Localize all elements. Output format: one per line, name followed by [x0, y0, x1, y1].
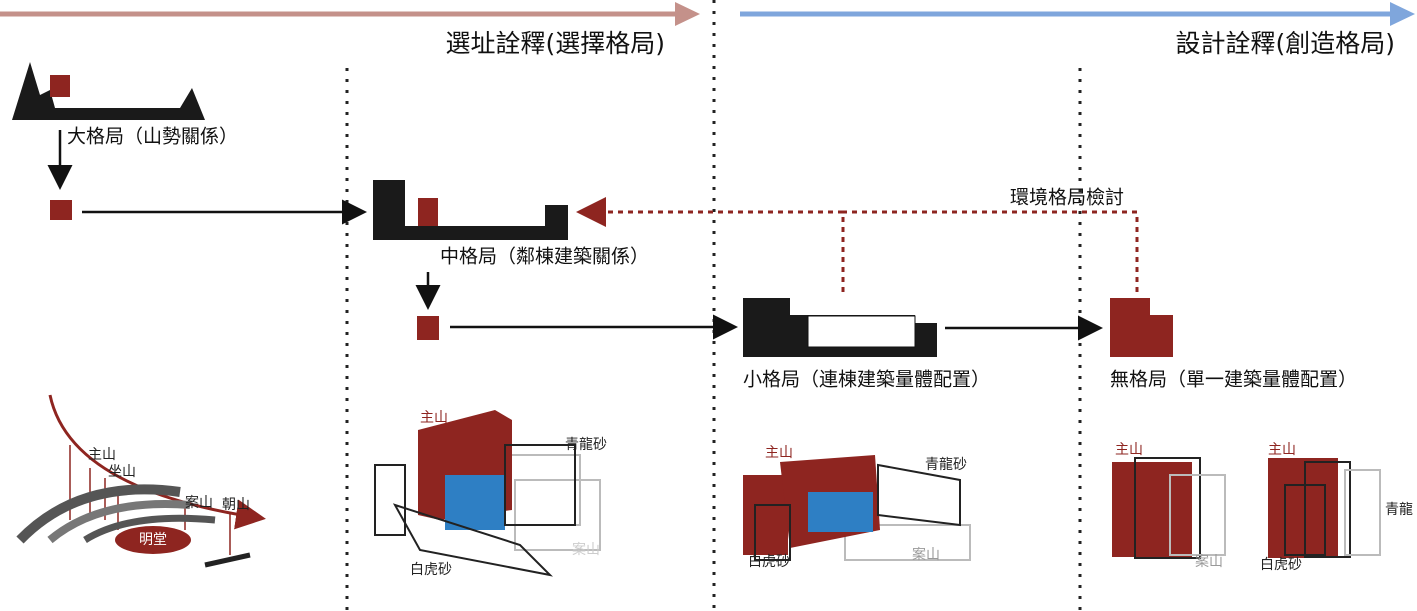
feedback-arrow	[576, 197, 1139, 292]
label: 主山	[420, 410, 448, 426]
phase-arrows	[0, 2, 1415, 26]
label: 白虎砂	[748, 554, 790, 570]
label: 主山	[1268, 442, 1296, 458]
illustration-2	[374, 410, 601, 577]
label: 主山	[88, 447, 116, 463]
label: 主山	[765, 445, 793, 461]
label: 案山	[572, 541, 600, 558]
illustration-3	[743, 455, 971, 561]
level-label: 大格局（山勢關係）	[67, 126, 238, 148]
level-4-mass	[1110, 298, 1173, 357]
phase-label: 設計詮釋(創造格局)	[1175, 29, 1395, 58]
label: 朝山	[222, 497, 250, 513]
level-2	[373, 180, 738, 340]
label: 主山	[1115, 442, 1143, 458]
label: 青龍砂	[925, 456, 967, 473]
label: 明堂	[139, 532, 167, 548]
level-3	[743, 298, 1103, 357]
dividers	[345, 0, 1082, 611]
label: 青龍砂	[565, 436, 607, 453]
phase-label: 選址詮釋(選擇格局)	[445, 29, 665, 58]
label: 白虎砂	[1260, 557, 1302, 573]
illustration-1	[16, 394, 266, 568]
label: 案山	[185, 494, 213, 511]
label: 白虎砂	[410, 562, 452, 578]
level-1	[12, 62, 367, 225]
label: 案山	[1195, 553, 1223, 570]
feedback-label: 環境格局檢討	[1010, 187, 1124, 209]
illustration-4	[1112, 457, 1381, 559]
level-label: 無格局（單一建築量體配置）	[1110, 369, 1357, 391]
level-label: 小格局（連棟建築量體配置）	[743, 369, 990, 391]
label: 案山	[912, 546, 940, 563]
label: 青龍	[1385, 501, 1413, 518]
label: 坐山	[108, 464, 136, 480]
level-label: 中格局（鄰棟建築關係）	[440, 246, 649, 268]
